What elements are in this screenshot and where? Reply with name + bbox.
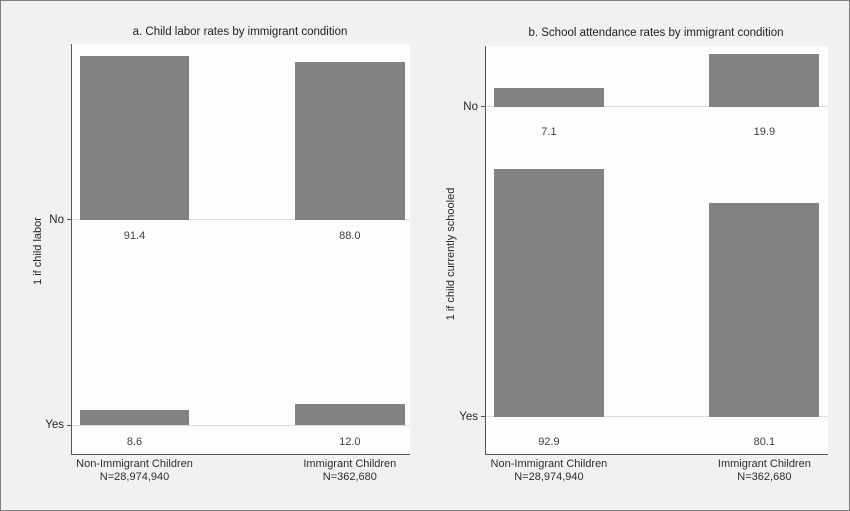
bar (709, 203, 820, 417)
x-category-label: Immigrant Children N=362,680 (718, 458, 811, 483)
bar-value-label: 88.0 (339, 230, 361, 243)
category-n: N=362,680 (737, 470, 792, 483)
plot-area: No 91.4 88.0 Yes 8.6 12.0 Non-Immigrant Childr… (45, 44, 410, 483)
row-baseline-line (72, 424, 410, 426)
category-name: Immigrant Children (303, 458, 397, 470)
y-tick-label: No (49, 213, 64, 226)
row-baseline-line (486, 106, 828, 108)
category-n: N=362,680 (322, 470, 377, 483)
panel-title: b. School attendance rates by immigrant … (528, 27, 784, 39)
bar (709, 53, 820, 107)
bar-value-label: 19.9 (753, 125, 776, 138)
y-tick-label: Yes (45, 419, 64, 432)
bar (79, 55, 190, 220)
category-n: N=28,974,940 (99, 470, 170, 483)
plot-area: No 7.1 19.9 Yes 92.9 80.1 Non-Immigrant Childr… (459, 46, 828, 483)
bar-value-label: 91.4 (123, 230, 146, 243)
y-axis-label: 1 if child currently schooled (445, 187, 457, 321)
bar-value-label: 80.1 (753, 435, 776, 448)
row-baseline-line (486, 416, 828, 418)
bar (294, 403, 405, 426)
y-tick-label: No (463, 100, 478, 113)
category-name: Immigrant Children (717, 458, 811, 470)
category-name: Non-Immigrant Children (76, 458, 193, 470)
y-axis-tick (67, 219, 72, 221)
bar (294, 61, 405, 220)
bar-value-label: 92.9 (538, 435, 560, 448)
y-tick-label: Yes (459, 410, 478, 423)
category-n: N=28,974,940 (514, 470, 584, 483)
bar-value-label: 8.6 (126, 435, 143, 448)
x-category-label: Immigrant Children N=362,680 (303, 458, 396, 483)
bar (79, 409, 190, 426)
bar-value-label: 7.1 (541, 125, 557, 138)
y-axis-tick (67, 424, 72, 426)
y-axis-tick (481, 106, 486, 108)
bar (493, 168, 604, 417)
category-name: Non-Immigrant Children (490, 458, 608, 470)
x-category-label: Non-Immigrant Children N=28,974,940 (491, 458, 608, 483)
bar-value-label: 12.0 (339, 435, 361, 448)
bar (493, 88, 604, 107)
row-baseline-line (72, 219, 410, 221)
y-axis-tick (481, 416, 486, 418)
y-axis-label: 1 if child labor (32, 217, 44, 285)
panel-title: a. Child labor rates by immigrant condit… (132, 26, 348, 38)
x-category-label: Non-Immigrant Children N=28,974,940 (76, 458, 193, 483)
